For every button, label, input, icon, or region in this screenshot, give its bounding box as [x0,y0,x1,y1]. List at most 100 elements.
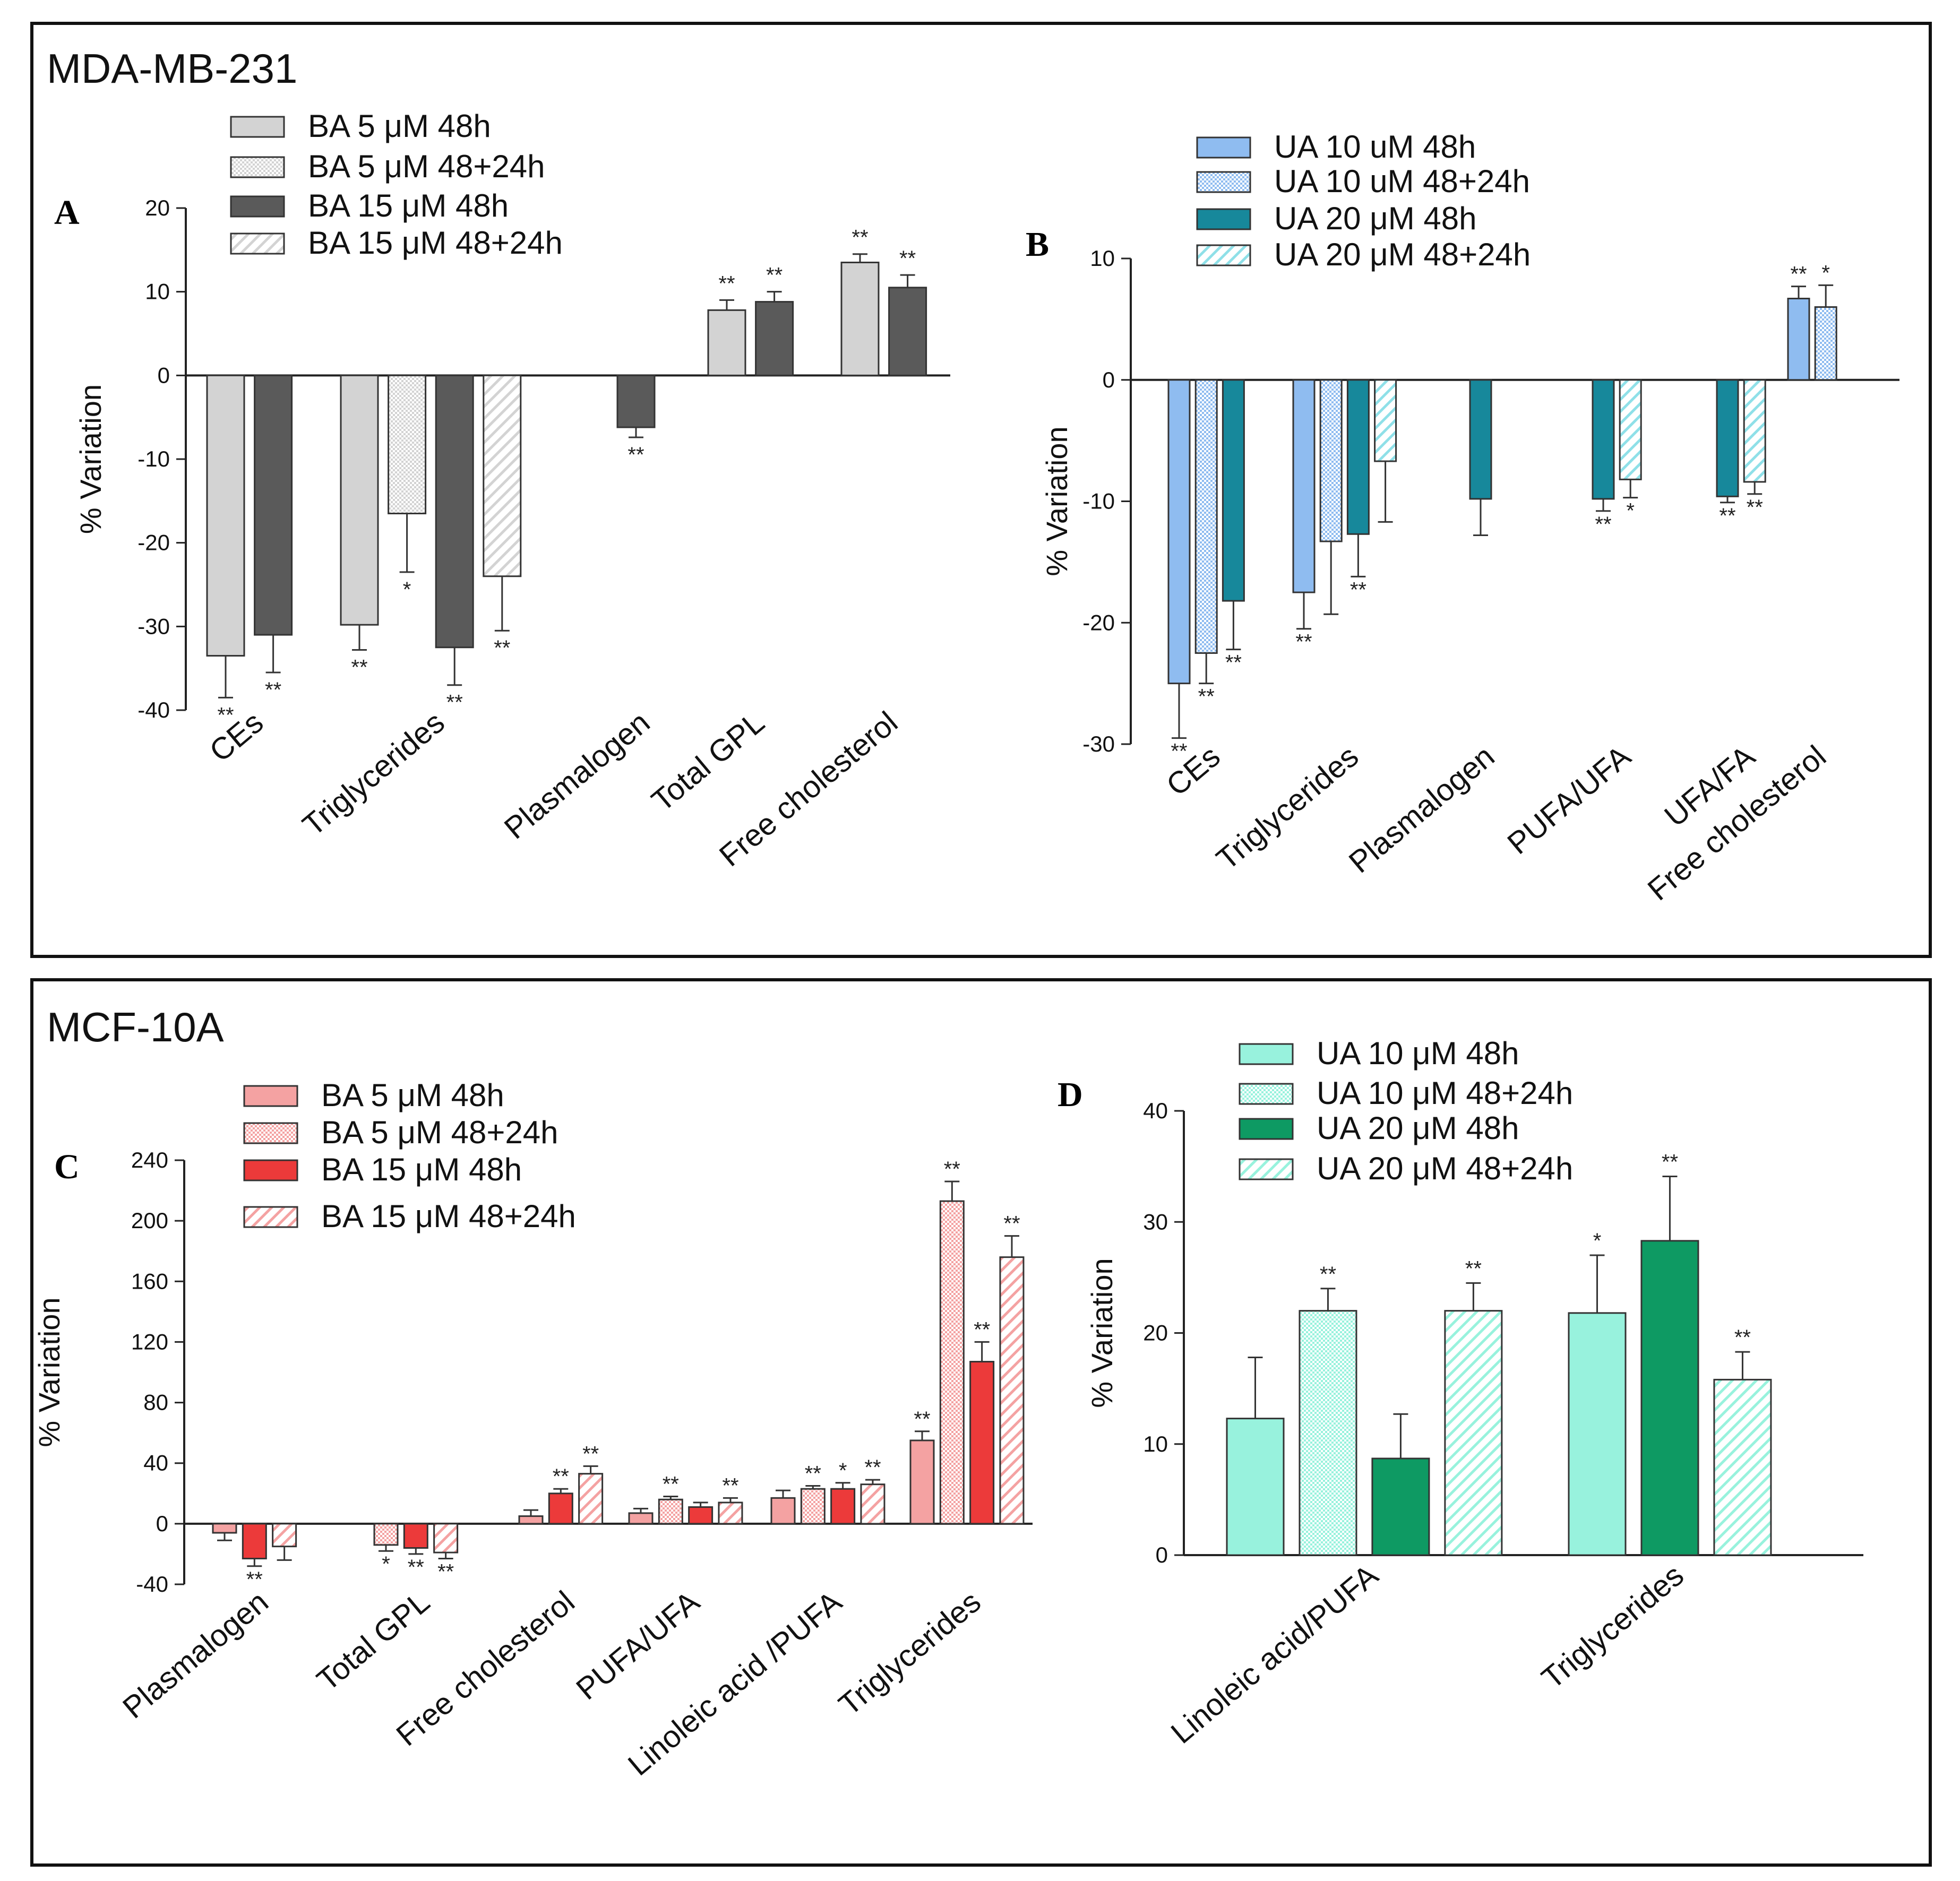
significance-label: ** [627,443,644,467]
y-tick-label: 200 [131,1208,168,1233]
y-tick-label: -10 [137,446,170,471]
y-tick-label: 30 [1143,1209,1168,1234]
significance-label: ** [1198,685,1215,709]
section-title-mda: MDA-MB-231 [47,45,297,92]
category-label: PUFA/UFA [570,1584,706,1706]
y-tick-label: -10 [1082,489,1115,514]
category-label: Triglycerides [1210,739,1365,877]
significance-label: * [1821,261,1830,284]
legend-swatch [243,1206,298,1228]
bar [1716,379,1739,497]
panel-label: A [54,193,80,232]
y-tick-label: 120 [131,1329,168,1354]
significance-label: ** [553,1465,569,1488]
bar [1374,379,1397,462]
bar [888,287,927,376]
chart-panel-c: C 240 200 160 120 80 40 0 -40 % Variation BA 5 μM … [32,1077,1033,1782]
legend-label: UA 20 μM 48+24h [1317,1151,1573,1186]
panel-label: C [54,1147,80,1186]
bar [1469,379,1492,500]
y-axis-label: % Variation [1085,1258,1119,1408]
significance-label: ** [1595,513,1611,536]
legend-swatch [1196,171,1251,193]
significance-label: ** [1171,740,1187,763]
significance-label: ** [1734,1326,1751,1349]
bar [628,1512,654,1525]
legend-swatch [1196,136,1251,159]
y-tick-label: 10 [145,279,170,304]
y-tick-label: -20 [1082,610,1115,635]
significance-label: * [403,578,411,601]
bar [860,1483,886,1525]
bar [800,1488,826,1525]
bar [755,301,794,376]
significance-label: * [1626,499,1635,523]
category-label: Plasmalogen [116,1584,275,1725]
legend-swatch [1239,1083,1294,1105]
legend-label: UA 20 μM 48+24h [1274,237,1531,272]
legend-label: UA 20 μM 48h [1317,1110,1519,1146]
bar [388,374,427,514]
y-tick-label: 10 [1090,246,1115,271]
significance-label: ** [805,1462,821,1486]
significance-label: ** [1225,651,1242,675]
y-tick-label: 20 [145,195,170,220]
y-tick-label: -20 [137,530,170,555]
legend-label: BA 15 μM 48+24h [308,225,563,261]
legend-label: UA 10 μM 48h [1317,1036,1519,1071]
bar [840,261,880,376]
category-label: PUFA/UFA [1501,739,1637,861]
bar [770,1497,796,1525]
significance-label: ** [1295,631,1312,654]
category-label: Linoleic acid/PUFA [1165,1558,1385,1750]
y-tick-label: 10 [1143,1431,1168,1456]
y-tick-label: 160 [131,1269,168,1293]
significance-label: ** [1719,504,1735,528]
legend-label: BA 5 μM 48+24h [321,1115,558,1150]
significance-label: ** [494,636,510,660]
significance-label: ** [864,1456,881,1479]
legend-swatch [243,1085,298,1107]
y-tick-label: 0 [1156,1542,1168,1567]
chart-panel-d: D 40 30 20 10 0 % Variation UA 10 μM 48h UA 10 μ… [1058,1036,1863,1750]
significance-label: ** [446,691,463,714]
legend-swatch [230,116,285,138]
significance-label: ** [944,1158,960,1181]
bar [909,1439,935,1525]
panel-label: B [1026,225,1049,264]
significance-label: ** [1350,578,1366,601]
significance-label: ** [718,272,735,295]
significance-label: ** [1003,1212,1020,1236]
y-tick-label: 80 [143,1390,168,1415]
bar [403,1523,428,1549]
bar [435,374,474,649]
significance-label: * [839,1459,847,1482]
significance-label: ** [408,1556,424,1579]
y-tick-label: 0 [156,1511,168,1536]
significance-label: ** [899,247,916,270]
significance-label: ** [1790,263,1807,286]
legend-label: UA 10 uM 48+24h [1274,163,1530,199]
y-axis-label: % Variation [32,1297,66,1447]
y-tick-label: 20 [1143,1321,1168,1345]
y-tick-label: -30 [137,614,170,638]
legend-label: BA 5 μM 48h [308,108,491,144]
y-tick-label: 40 [1143,1098,1168,1123]
category-label: Triglycerides [296,705,451,843]
legend-swatch [243,1122,298,1144]
bar [433,1523,459,1554]
bar [548,1492,573,1525]
legend-swatch [230,232,285,255]
significance-label: ** [1320,1263,1336,1286]
bar [1319,379,1343,542]
significance-label: ** [1747,496,1763,519]
significance-label: ** [265,678,281,702]
significance-label: ** [722,1474,738,1497]
section-frame-top [30,22,1932,958]
significance-label: ** [217,703,234,727]
bar [1743,379,1766,483]
bar [1371,1457,1430,1556]
category-label: CEs [1160,739,1227,803]
bar [1299,1310,1357,1556]
bar [1167,379,1191,685]
